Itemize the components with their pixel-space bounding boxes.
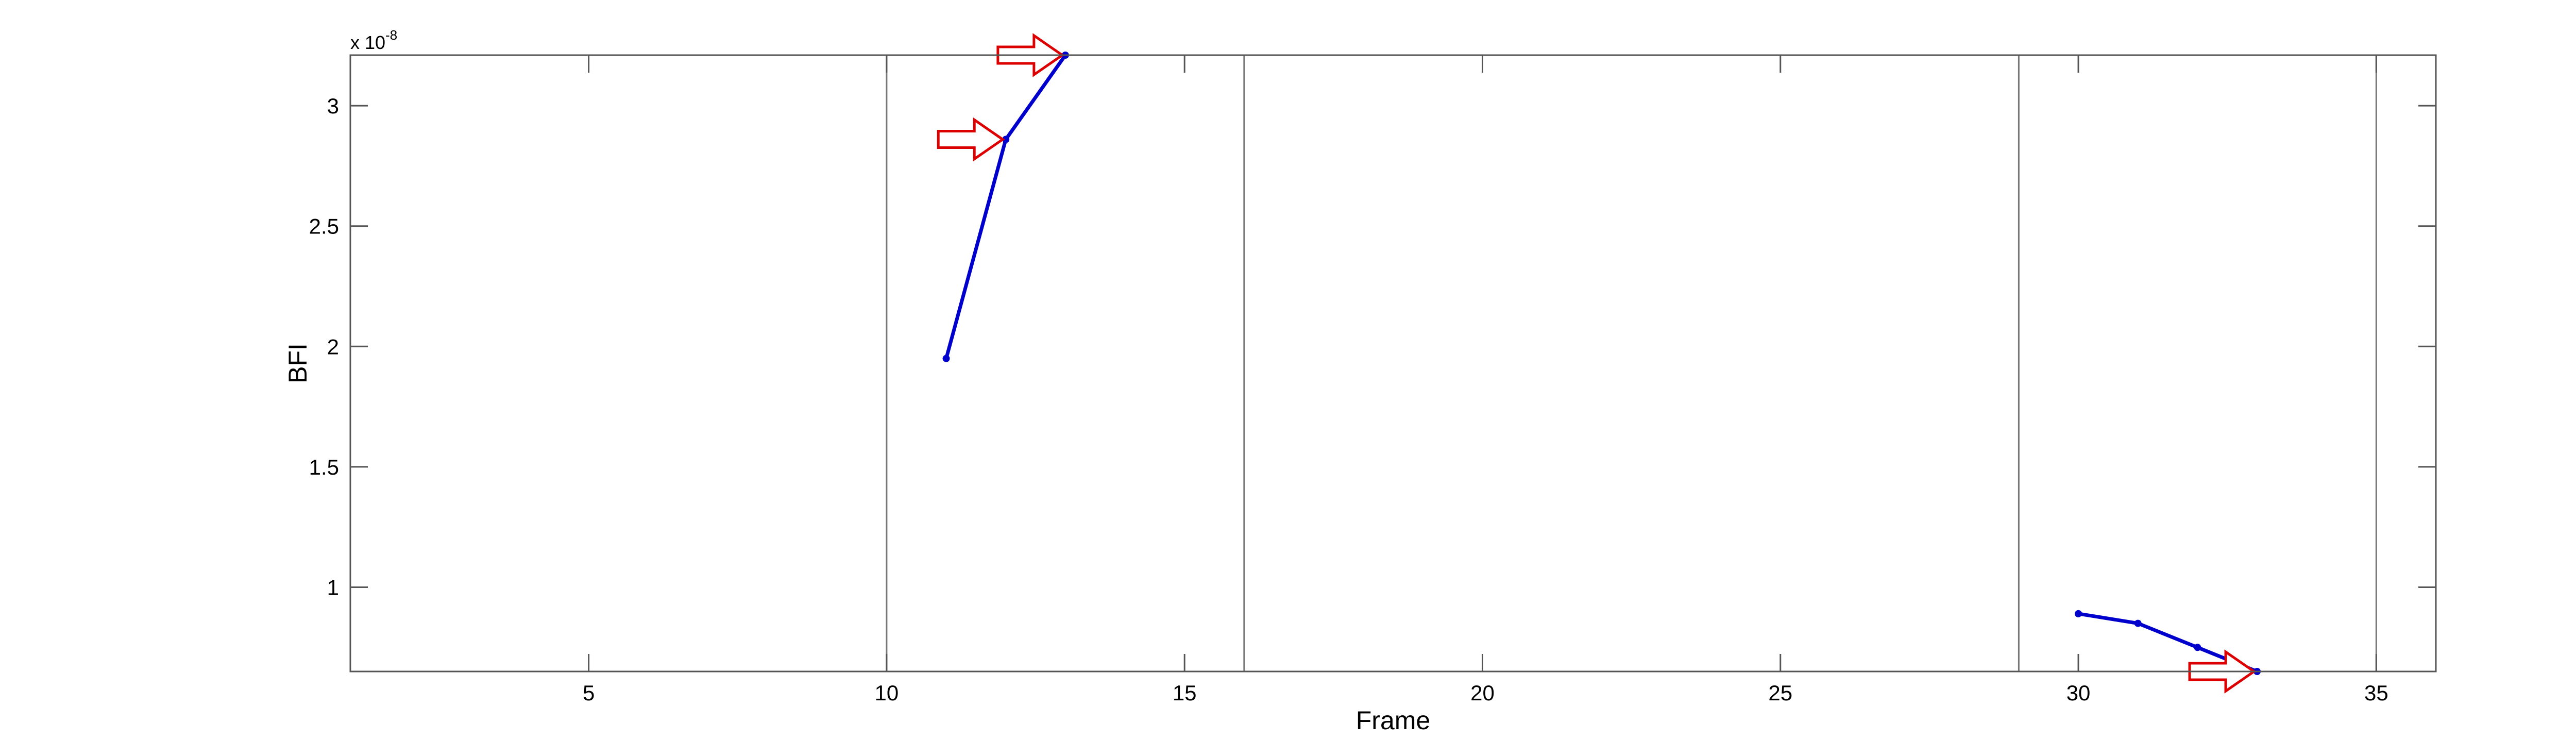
y-axis-label: BFI [283, 343, 312, 383]
x-tick-label: 25 [1768, 681, 1792, 705]
y-exponent-base: x 10 [350, 32, 385, 53]
y-exponent-power: -8 [385, 27, 397, 43]
x-tick-label: 10 [875, 681, 899, 705]
x-tick-label: 35 [2364, 681, 2388, 705]
data-point [2194, 644, 2201, 651]
y-tick-label: 3 [327, 94, 339, 118]
ticks-group: 5 10 15 20 25 30 35 1 1.5 2 2.5 3 [309, 55, 2436, 705]
plot-area-frame [349, 54, 2437, 673]
x-tick-label: 20 [1470, 681, 1495, 705]
x-tick-label: 15 [1173, 681, 1197, 705]
data-point [2134, 619, 2142, 627]
y-tick-label: 2.5 [309, 214, 339, 239]
annotation-arrow [937, 117, 1005, 162]
y-tick-label: 2 [327, 334, 339, 359]
x-axis-label: Frame [1356, 706, 1430, 735]
data-point [942, 355, 950, 362]
y-exponent-label: x 10-8 [350, 27, 397, 53]
y-tick-label: 1 [327, 575, 339, 599]
x-tick-label: 5 [583, 681, 595, 705]
data-point [1002, 136, 1010, 143]
y-tick-label: 1.5 [309, 455, 339, 479]
x-tick-label: 30 [2066, 681, 2091, 705]
data-point [2075, 610, 2082, 617]
vertical-lines-group [886, 55, 2377, 671]
